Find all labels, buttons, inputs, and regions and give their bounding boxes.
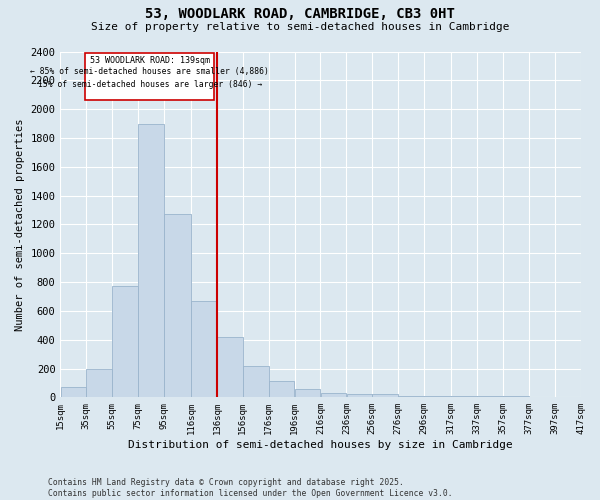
Bar	[555, 396, 580, 398]
Text: Size of property relative to semi-detached houses in Cambridge: Size of property relative to semi-detach…	[91, 22, 509, 32]
Bar	[269, 382, 295, 398]
Y-axis label: Number of semi-detached properties: Number of semi-detached properties	[15, 118, 25, 330]
Text: 15% of semi-detached houses are larger (846) →: 15% of semi-detached houses are larger (…	[38, 80, 262, 88]
Bar	[112, 286, 138, 398]
Bar	[164, 214, 191, 398]
Bar	[424, 396, 451, 398]
Bar	[217, 337, 242, 398]
Bar	[477, 396, 503, 398]
X-axis label: Distribution of semi-detached houses by size in Cambridge: Distribution of semi-detached houses by …	[128, 440, 513, 450]
Bar	[398, 396, 424, 398]
Bar	[191, 301, 217, 398]
Bar	[529, 396, 554, 398]
FancyBboxPatch shape	[85, 53, 214, 100]
Text: 53 WOODLARK ROAD: 139sqm: 53 WOODLARK ROAD: 139sqm	[89, 56, 209, 65]
Bar	[451, 396, 477, 398]
Bar	[295, 388, 320, 398]
Bar	[86, 368, 112, 398]
Bar	[61, 386, 86, 398]
Bar	[347, 394, 372, 398]
Text: 53, WOODLARK ROAD, CAMBRIDGE, CB3 0HT: 53, WOODLARK ROAD, CAMBRIDGE, CB3 0HT	[145, 8, 455, 22]
Bar	[138, 124, 164, 398]
Bar	[243, 366, 269, 398]
Text: Contains HM Land Registry data © Crown copyright and database right 2025.
Contai: Contains HM Land Registry data © Crown c…	[48, 478, 452, 498]
Bar	[503, 396, 529, 398]
Text: ← 85% of semi-detached houses are smaller (4,886): ← 85% of semi-detached houses are smalle…	[30, 68, 269, 76]
Bar	[373, 394, 398, 398]
Bar	[320, 393, 346, 398]
